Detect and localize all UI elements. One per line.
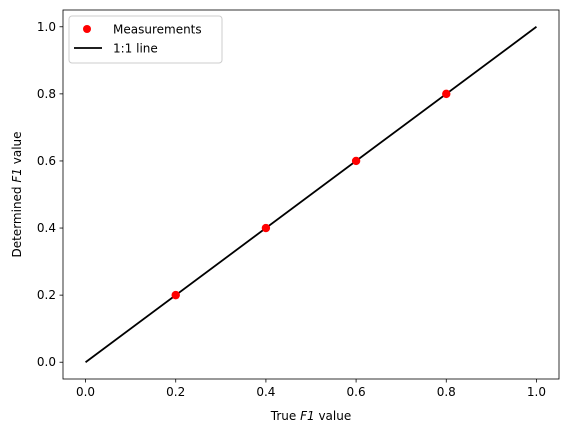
measurement-point <box>351 156 361 166</box>
y-tick-label: 0.0 <box>37 355 56 369</box>
legend-marker-measurements <box>83 25 91 33</box>
legend: Measurements 1:1 line <box>68 15 223 64</box>
series-layer <box>85 26 537 363</box>
y-axis-label: Determined F1 value <box>10 131 24 257</box>
one-to-one-line <box>85 26 537 363</box>
x-tick-label: 0.6 <box>347 385 366 399</box>
y-tick-label: 0.4 <box>37 221 56 235</box>
x-tick-label: 0.0 <box>76 385 95 399</box>
legend-box <box>68 15 223 64</box>
x-axis-label: True F1 value <box>270 409 351 423</box>
plot-frame <box>62 9 560 380</box>
measurement-point <box>171 290 180 300</box>
y-axis-label-symbol: F1 <box>10 168 24 183</box>
ticks-layer: 0.0 0.2 0.4 0.6 0.8 1.0 0.0 0.2 0.4 0.6 0.8 1.0 <box>37 20 546 399</box>
y-axis-label-suffix: value <box>10 131 24 168</box>
y-tick-label: 0.2 <box>37 288 56 302</box>
y-tick-label: 0.6 <box>37 154 56 168</box>
y-tick-label: 0.8 <box>37 87 56 101</box>
x-tick-label: 0.2 <box>166 385 185 399</box>
x-axis-label-symbol: F1 <box>300 409 315 423</box>
x-tick-label: 0.4 <box>256 385 275 399</box>
measurement-point <box>261 223 271 233</box>
x-tick-label: 1.0 <box>527 385 546 399</box>
measurement-point <box>442 89 451 99</box>
x-axis-label-suffix: value <box>315 409 352 423</box>
y-tick-label: 1.0 <box>37 20 56 34</box>
y-axis-label-prefix: Determined <box>10 183 24 258</box>
legend-label-1to1: 1:1 line <box>113 42 158 56</box>
x-axis-label-prefix: True <box>270 409 300 423</box>
x-tick-label: 0.8 <box>437 385 456 399</box>
legend-label-measurements: Measurements <box>113 23 202 37</box>
